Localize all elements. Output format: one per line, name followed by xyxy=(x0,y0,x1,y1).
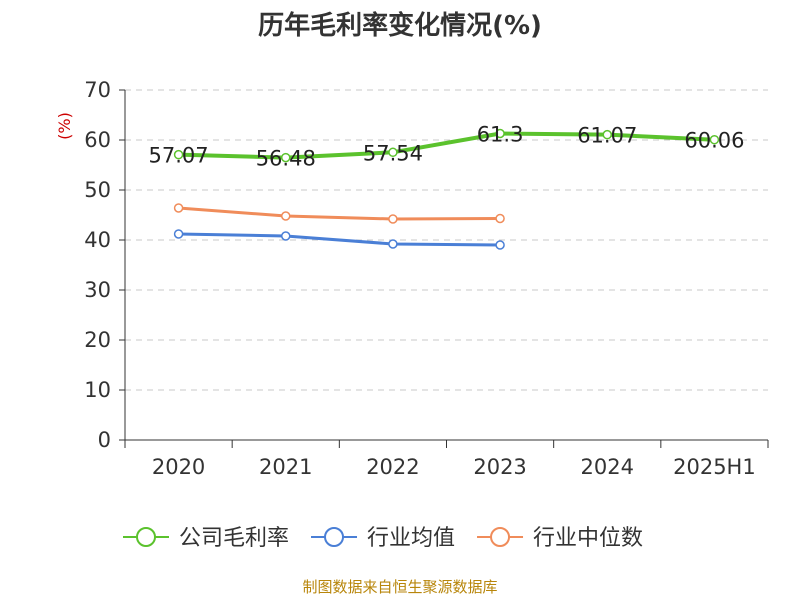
y-tick-label: 30 xyxy=(84,278,111,302)
legend-marker xyxy=(324,527,345,547)
x-tick-label: 2021 xyxy=(259,455,312,479)
legend-marker xyxy=(136,527,156,547)
legend-label: 公司毛利率 xyxy=(179,526,289,551)
x-tick-label: 2025H1 xyxy=(673,455,756,479)
data-point xyxy=(173,149,184,160)
legend-marker xyxy=(490,527,511,547)
source-note: 制图数据来自恒生聚源数据库 xyxy=(302,578,498,596)
data-point xyxy=(281,231,291,241)
data-point xyxy=(495,128,505,139)
x-tick-label: 2020 xyxy=(152,455,205,479)
y-tick-label: 40 xyxy=(84,228,111,252)
data-point xyxy=(281,211,291,221)
data-point xyxy=(495,213,505,224)
data-point xyxy=(173,229,184,239)
y-axis-label: (%) xyxy=(55,112,74,140)
data-point xyxy=(281,152,291,163)
legend-label: 行业中位数 xyxy=(533,526,643,551)
y-tick-label: 50 xyxy=(84,178,111,202)
x-tick-label: 2024 xyxy=(581,455,634,479)
data-point xyxy=(602,129,612,140)
y-tick-label: 20 xyxy=(84,328,111,352)
data-label: 61.07 xyxy=(577,124,637,148)
x-tick-label: 2023 xyxy=(473,455,526,479)
chart-title: 历年毛利率变化情况(%) xyxy=(258,10,542,41)
data-label: 61.3 xyxy=(477,123,524,147)
data-point xyxy=(388,147,398,158)
data-label: 56.48 xyxy=(256,147,316,171)
data-point xyxy=(495,240,505,250)
data-point xyxy=(388,214,398,224)
series-line-1 xyxy=(178,131,715,160)
y-tick-label: 10 xyxy=(84,378,111,402)
y-tick-label: 60 xyxy=(84,128,111,152)
series-line-2 xyxy=(178,232,501,247)
y-tick-label: 0 xyxy=(98,428,111,452)
data-point xyxy=(173,203,184,213)
legend-label: 行业均值 xyxy=(367,526,455,551)
data-label: 60.06 xyxy=(684,129,744,153)
x-tick-label: 2022 xyxy=(366,455,419,479)
data-point xyxy=(388,239,398,249)
series-line-3 xyxy=(178,206,501,221)
y-tick-label: 70 xyxy=(84,78,111,102)
data-point xyxy=(709,134,720,145)
data-label: 57.54 xyxy=(363,141,423,165)
data-label: 57.07 xyxy=(149,144,209,168)
